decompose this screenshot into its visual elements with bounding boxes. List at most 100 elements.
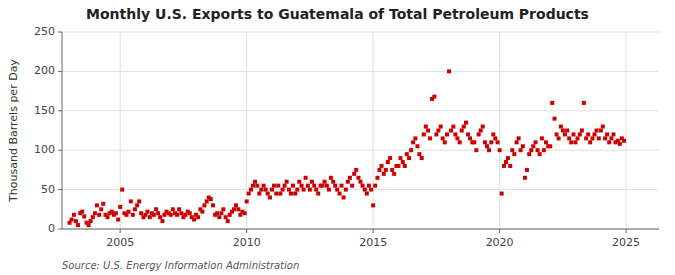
point [91, 215, 95, 219]
point [445, 132, 449, 136]
point [346, 180, 350, 184]
point [622, 139, 626, 143]
point [247, 192, 251, 196]
point [312, 184, 316, 188]
grid-line [62, 110, 659, 111]
point [369, 188, 373, 192]
point [377, 168, 381, 172]
point [344, 188, 348, 192]
point [382, 172, 386, 176]
tick-label: 150 [34, 104, 55, 117]
point [436, 129, 440, 133]
point [146, 210, 150, 214]
point [289, 192, 293, 196]
point [101, 202, 105, 206]
point [405, 152, 409, 156]
point [388, 156, 392, 160]
point [156, 211, 160, 215]
point [205, 199, 209, 203]
point [245, 199, 249, 203]
tick-label: 200 [34, 64, 55, 77]
point [306, 184, 310, 188]
background [0, 0, 675, 275]
point [561, 129, 565, 133]
point [74, 219, 78, 223]
point [493, 136, 497, 140]
point [160, 219, 164, 223]
point [133, 207, 137, 211]
point [439, 125, 443, 129]
point [386, 160, 390, 164]
point [257, 192, 261, 196]
point [595, 129, 599, 133]
point [139, 211, 143, 215]
point [420, 156, 424, 160]
grid-line [62, 71, 659, 72]
point [365, 192, 369, 196]
point [540, 136, 544, 140]
point [508, 164, 512, 168]
point [175, 213, 179, 217]
tick-label: 50 [41, 183, 55, 196]
point [95, 203, 99, 207]
grid-line [62, 189, 659, 190]
y-axis-label: Thousand Barrels per Day [7, 59, 20, 203]
point [211, 203, 215, 207]
point [592, 132, 596, 136]
point [236, 207, 240, 211]
point [87, 223, 91, 227]
point [217, 215, 221, 219]
tick [626, 229, 627, 233]
point [200, 210, 204, 214]
axes: 05010015020025020052010201520202025 [34, 25, 659, 249]
point [363, 188, 367, 192]
point [118, 205, 122, 209]
point [411, 140, 415, 144]
point [251, 184, 255, 188]
point [422, 132, 426, 136]
point [338, 192, 342, 196]
point [375, 176, 379, 180]
point [268, 195, 272, 199]
point [325, 184, 329, 188]
x-axis-line [62, 229, 659, 230]
point [453, 132, 457, 136]
title: Monthly U.S. Exports to Guatemala of Tot… [86, 6, 589, 22]
point [361, 184, 365, 188]
point [506, 156, 510, 160]
point [542, 148, 546, 152]
point [462, 125, 466, 129]
point [80, 210, 84, 214]
grid-line [626, 32, 627, 229]
point [485, 144, 489, 148]
point [426, 129, 430, 133]
point [295, 188, 299, 192]
point [323, 180, 327, 184]
tick-label: 0 [48, 222, 55, 235]
point [531, 144, 535, 148]
grid-line [120, 32, 121, 229]
point [510, 148, 514, 152]
point [498, 148, 502, 152]
point [352, 172, 356, 176]
point [590, 136, 594, 140]
point [106, 215, 110, 219]
point [72, 213, 76, 217]
tick [120, 229, 121, 233]
point [367, 184, 371, 188]
point [449, 129, 453, 133]
point [464, 121, 468, 125]
point [137, 199, 141, 203]
point [553, 117, 557, 121]
point [285, 180, 289, 184]
point [82, 214, 86, 218]
point [70, 218, 74, 222]
point [329, 176, 333, 180]
point [281, 188, 285, 192]
point [609, 136, 613, 140]
point [359, 180, 363, 184]
point [321, 184, 325, 188]
point [255, 184, 259, 188]
point [417, 152, 421, 156]
y-axis-line [62, 32, 63, 229]
